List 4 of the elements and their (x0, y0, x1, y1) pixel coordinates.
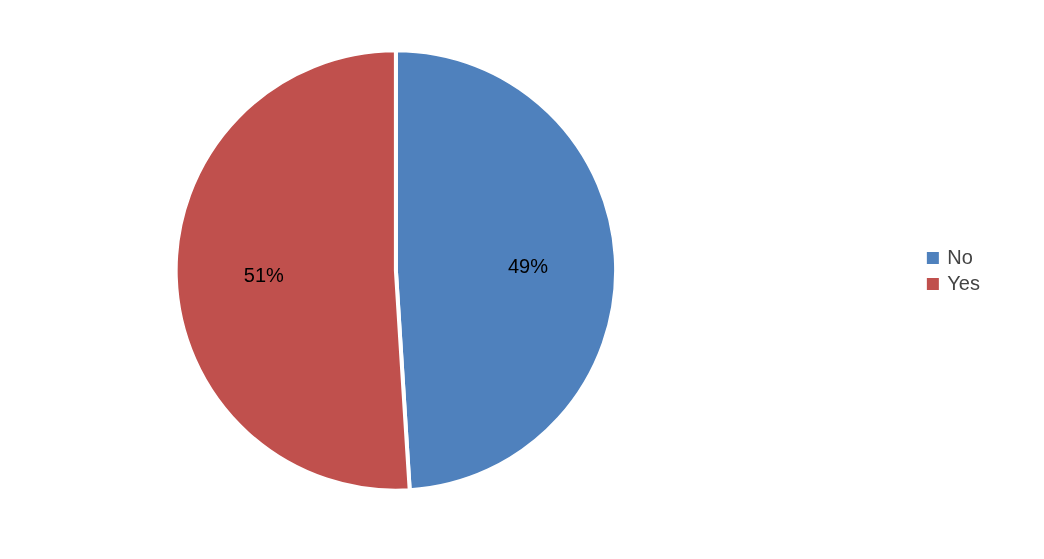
data-label: 49% (507, 255, 549, 278)
data-label: 51% (243, 263, 285, 286)
legend-label: Yes (947, 271, 980, 295)
legend-label: No (947, 245, 973, 269)
